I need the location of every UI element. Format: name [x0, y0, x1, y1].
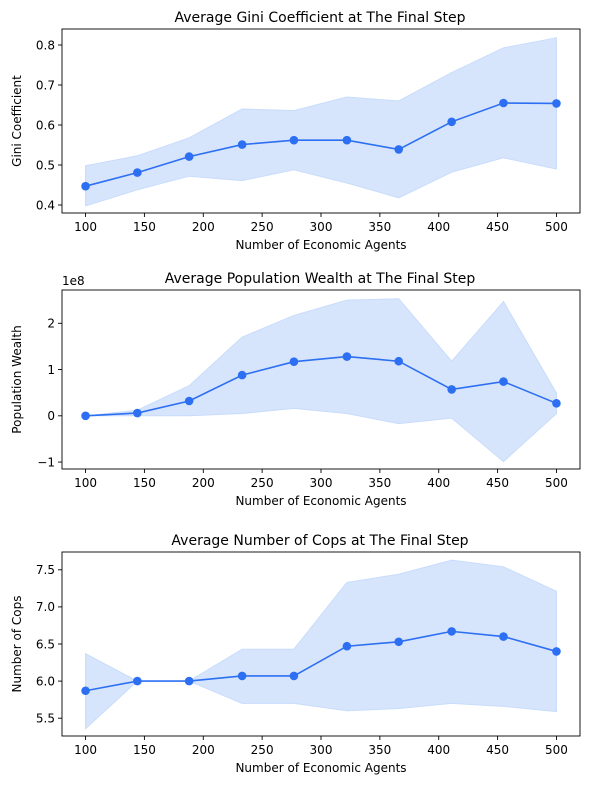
x-tick-label: 400 [427, 743, 450, 757]
x-tick-label: 500 [545, 476, 568, 490]
chart-title: Average Population Wealth at The Final S… [165, 271, 476, 287]
y-tick-label: 0.4 [36, 198, 55, 212]
data-point [342, 352, 352, 361]
data-point [184, 396, 194, 406]
x-tick-label: 350 [368, 220, 391, 234]
x-tick-label: 250 [251, 743, 274, 757]
y-tick-label: 6.0 [36, 674, 55, 688]
series-line [85, 102, 557, 187]
y-tick-label: 7.5 [36, 563, 55, 577]
data-point [184, 152, 194, 161]
x-tick-label: 300 [310, 220, 333, 234]
data-point [394, 145, 404, 154]
chart-3: 100 150 200 250 300 350 400 450 500 5.5 6.0 6.5 7.0 7… [10, 533, 581, 775]
data-point [133, 676, 142, 686]
x-tick-label: 500 [545, 220, 568, 234]
x-tick-label: 200 [192, 220, 215, 234]
x-tick-label: 150 [133, 220, 156, 234]
data-point [133, 168, 142, 177]
y-tick-label: 0.6 [36, 118, 55, 132]
data-point [184, 676, 194, 686]
series-line [85, 355, 557, 417]
data-point [552, 647, 561, 656]
chart-2: 100 150 200 250 300 350 400 450 500 −1 0 1 2 Average … [10, 271, 581, 508]
x-tick-label: 100 [74, 476, 97, 490]
x-tick-label: 100 [74, 220, 97, 234]
data-point [237, 671, 247, 681]
data-point [394, 637, 404, 647]
data-point [552, 399, 561, 408]
data-point [81, 181, 90, 191]
y-tick-label: 1 [47, 363, 55, 377]
y-tick-label: 6.5 [36, 637, 55, 651]
y-tick-label: 0 [47, 409, 55, 423]
data-point [499, 98, 508, 108]
data-point [81, 686, 90, 696]
x-tick-label: 200 [192, 743, 215, 757]
x-tick-label: 450 [486, 220, 509, 234]
data-point [342, 641, 352, 651]
data-point [237, 370, 247, 380]
y-tick-label: 5.5 [36, 711, 55, 725]
data-point [447, 385, 456, 394]
data-point [81, 411, 90, 421]
x-tick-label: 150 [133, 476, 156, 490]
confidence-band [85, 559, 557, 730]
y-axis-label: Number of Cops [10, 596, 24, 693]
y-offset-label: 1e8 [62, 274, 85, 288]
series-line [85, 630, 557, 692]
x-tick-label: 250 [251, 476, 274, 490]
x-tick-label: 450 [486, 476, 509, 490]
y-tick-label: 7.0 [36, 600, 55, 614]
x-tick-label: 200 [192, 476, 215, 490]
y-tick-label: 0.7 [36, 78, 55, 92]
x-tick-label: 250 [251, 220, 274, 234]
x-axis-label: Number of Economic Agents [235, 761, 406, 775]
data-point [133, 408, 142, 418]
y-axis-label: Population Wealth [10, 325, 24, 433]
chart-title: Average Gini Coefficient at The Final St… [175, 10, 466, 26]
data-point [289, 135, 299, 145]
x-tick-label: 400 [427, 476, 450, 490]
x-tick-label: 400 [427, 220, 450, 234]
y-axis-label: Gini Coefficient [10, 75, 24, 167]
confidence-band [85, 298, 557, 463]
data-point [394, 356, 404, 366]
chart-1: 100 150 200 250 300 350 400 450 500 0.4 0.5 0.6 0.7 0… [10, 10, 581, 252]
data-point [447, 117, 456, 127]
x-tick-label: 350 [368, 743, 391, 757]
data-point [289, 357, 299, 366]
x-tick-label: 300 [310, 743, 333, 757]
data-point [289, 671, 299, 681]
data-point [237, 140, 247, 149]
x-tick-label: 150 [133, 743, 156, 757]
data-point [499, 377, 508, 386]
data-point [447, 627, 456, 636]
y-tick-label: 0.8 [36, 38, 55, 52]
x-tick-label: 450 [486, 743, 509, 757]
data-point [499, 632, 508, 641]
x-axis-label: Number of Economic Agents [235, 238, 406, 252]
x-tick-label: 350 [368, 476, 391, 490]
x-tick-label: 300 [310, 476, 333, 490]
y-tick-label: −1 [37, 455, 55, 469]
y-tick-label: 2 [47, 317, 55, 331]
data-point [552, 99, 561, 108]
x-tick-label: 500 [545, 743, 568, 757]
data-point [342, 135, 352, 145]
chart-title: Average Number of Cops at The Final Step [171, 533, 468, 549]
confidence-band [85, 37, 557, 207]
x-tick-label: 100 [74, 743, 97, 757]
y-tick-label: 0.5 [36, 158, 55, 172]
x-axis-label: Number of Economic Agents [235, 494, 406, 508]
